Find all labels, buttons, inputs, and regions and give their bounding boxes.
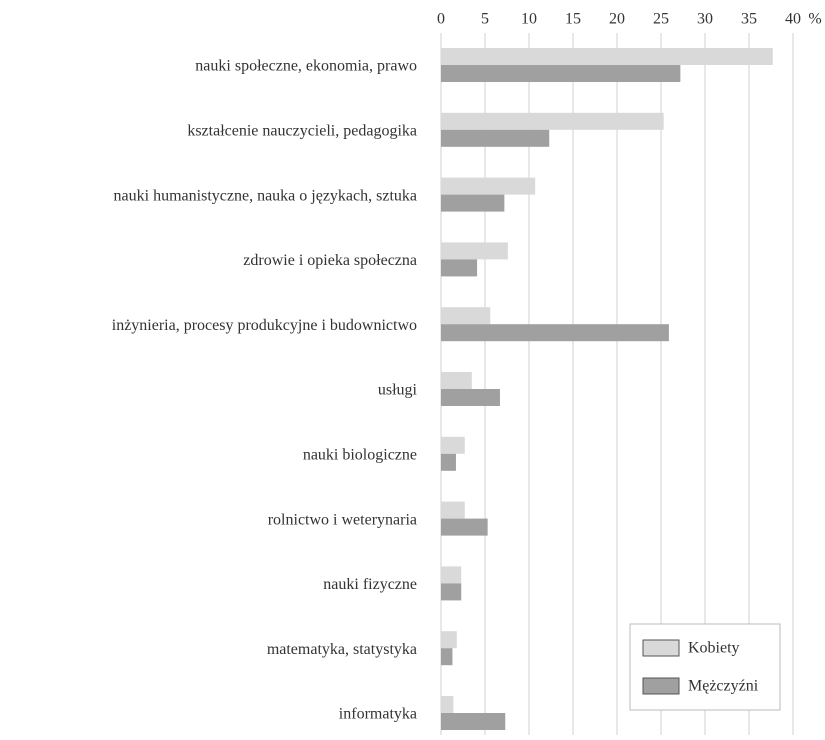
bar <box>441 48 773 65</box>
bar <box>441 518 488 536</box>
bar <box>441 259 478 277</box>
bar <box>441 389 500 406</box>
bar <box>441 696 454 713</box>
y-tick-label: nauki fizyczne <box>323 576 417 593</box>
bar <box>441 436 465 454</box>
legend-box <box>629 623 781 711</box>
y-tick-label: kształcenie nauczycieli, pedagogika <box>187 122 417 139</box>
bar <box>441 65 681 82</box>
bar <box>441 648 453 666</box>
bar <box>441 631 457 649</box>
y-tick-label: inżynieria, procesy produkcyjne i budown… <box>112 317 417 334</box>
y-tick-label: informatyka <box>339 706 417 723</box>
bar <box>441 583 462 601</box>
x-tick-label: 25 <box>653 11 669 28</box>
bar <box>441 566 462 584</box>
y-tick-label: rolnictwo i weterynaria <box>268 511 417 528</box>
bar <box>441 129 550 147</box>
x-tick-label: 0 <box>437 11 445 28</box>
y-tick-label: nauki biologiczne <box>303 446 417 463</box>
x-tick-label: 15 <box>565 11 581 28</box>
bar <box>441 307 491 325</box>
bar <box>441 112 664 130</box>
x-tick-label: 40 <box>785 11 801 28</box>
y-tick-label: nauki społeczne, ekonomia, prawo <box>195 58 417 75</box>
legend-label: Mężczyźni <box>688 678 759 695</box>
bar <box>441 713 506 730</box>
bar <box>441 194 505 212</box>
y-tick-label: usługi <box>378 382 418 399</box>
bar <box>441 324 669 342</box>
legend-swatch <box>642 639 680 657</box>
bar <box>441 177 536 195</box>
x-tick-label: 35 <box>741 11 757 28</box>
x-tick-label: 30 <box>697 11 713 28</box>
y-tick-label: nauki humanistyczne, nauka o językach, s… <box>114 187 417 204</box>
x-tick-label: 5 <box>481 11 489 28</box>
bar <box>441 242 508 260</box>
y-tick-label: matematyka, statystyka <box>267 641 417 658</box>
y-tick-label: zdrowie i opieka społeczna <box>243 252 417 269</box>
x-unit: % <box>808 11 821 28</box>
legend-swatch <box>642 677 680 695</box>
x-tick-label: 10 <box>521 11 537 28</box>
x-tick-label: 20 <box>609 11 625 28</box>
legend-label: Kobiety <box>688 640 740 657</box>
bar <box>441 501 465 519</box>
bar <box>441 453 456 471</box>
bar <box>441 372 472 389</box>
